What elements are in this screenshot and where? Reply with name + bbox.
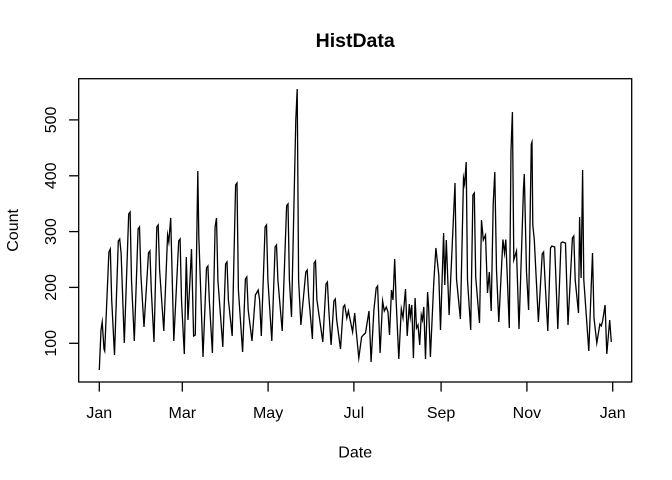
- svg-text:Count: Count: [5, 209, 22, 252]
- svg-text:Jan: Jan: [600, 405, 626, 422]
- svg-text:400: 400: [43, 162, 60, 189]
- svg-text:Sep: Sep: [427, 405, 456, 422]
- svg-text:300: 300: [43, 218, 60, 245]
- svg-text:Jan: Jan: [86, 405, 112, 422]
- svg-text:May: May: [253, 405, 283, 422]
- svg-text:HistData: HistData: [316, 30, 395, 52]
- svg-text:Mar: Mar: [169, 405, 197, 422]
- svg-text:200: 200: [43, 274, 60, 301]
- svg-text:500: 500: [43, 106, 60, 133]
- svg-text:Date: Date: [338, 445, 372, 462]
- svg-text:100: 100: [43, 330, 60, 357]
- svg-text:Jul: Jul: [344, 405, 364, 422]
- svg-text:Nov: Nov: [513, 405, 541, 422]
